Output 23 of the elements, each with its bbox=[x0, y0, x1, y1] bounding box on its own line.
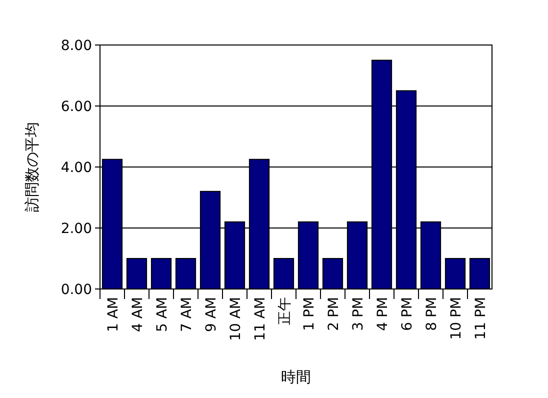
y-tick-label: 4.00 bbox=[60, 160, 92, 176]
y-tick-label: 2.00 bbox=[60, 221, 92, 237]
y-tick-label: 0.00 bbox=[60, 282, 92, 298]
x-tick-label: 11 AM bbox=[252, 297, 268, 341]
x-tick-label: 3 PM bbox=[350, 297, 366, 331]
y-tick-label: 6.00 bbox=[60, 99, 92, 115]
y-tick-label: 8.00 bbox=[60, 38, 92, 54]
x-tick-label: 8 PM bbox=[424, 297, 440, 331]
x-tick-label: 7 AM bbox=[178, 297, 195, 332]
x-axis-title: 時間 bbox=[281, 368, 311, 386]
x-tick-label: 4 PM bbox=[374, 297, 391, 331]
x-tick-label: 1 AM bbox=[105, 297, 122, 332]
x-tick-label: 5 AM bbox=[154, 297, 170, 332]
x-tick-label: 9 AM bbox=[203, 297, 220, 332]
x-tick-label: 正午 bbox=[276, 297, 293, 325]
x-tick-label: 10 PM bbox=[448, 297, 464, 340]
x-tick-label: 11 PM bbox=[472, 297, 489, 340]
x-tick-label: 4 AM bbox=[130, 297, 146, 332]
x-tick-label: 2 PM bbox=[326, 297, 342, 331]
x-tick-label: 6 PM bbox=[399, 297, 416, 331]
x-tick-label: 1 PM bbox=[301, 297, 318, 331]
x-tick-label: 10 AM bbox=[228, 297, 244, 341]
y-axis-title: 訪問数の平均 bbox=[23, 122, 41, 212]
